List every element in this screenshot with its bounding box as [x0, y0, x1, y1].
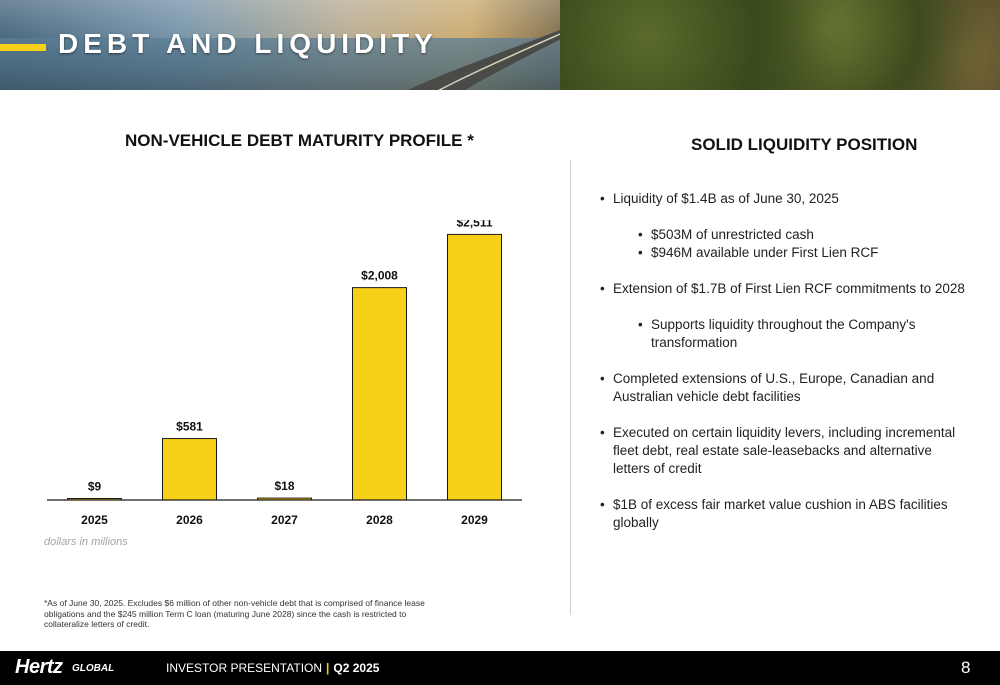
banner-trees [560, 0, 1000, 90]
liquidity-bullet-list: Liquidity of $1.4B as of June 30, 2025 $5… [600, 190, 970, 532]
x-tick-2028: 2028 [366, 513, 393, 527]
footer-bar: Hertz GLOBAL INVESTOR PRESENTATION | Q2 20… [0, 651, 1000, 685]
data-label-2027: $18 [274, 479, 294, 493]
banner-road [407, 30, 575, 90]
header-banner: DEBT AND LIQUIDITY [0, 0, 1000, 90]
x-tick-2025: 2025 [81, 513, 108, 527]
presentation-label: INVESTOR PRESENTATION [166, 661, 323, 675]
x-tick-2029: 2029 [461, 513, 488, 527]
liquidity-title: SOLID LIQUIDITY POSITION [691, 135, 918, 154]
bar-2028 [352, 287, 407, 501]
bar-2029 [447, 233, 502, 501]
units-note: dollars in millions [44, 536, 128, 548]
page-number: 8 [961, 658, 971, 677]
hertz-logo: Hertz [15, 656, 63, 678]
data-label-2025: $9 [88, 480, 102, 494]
x-tick-2027: 2027 [271, 513, 298, 527]
sub-bullet-item: $946M available under First Lien RCF [638, 244, 970, 262]
bar-2026 [162, 438, 217, 501]
x-tick-2026: 2026 [176, 513, 203, 527]
hertz-logo-suffix: GLOBAL [72, 663, 115, 674]
bullet-item: Completed extensions of U.S., Europe, Ca… [600, 370, 970, 406]
bullet-item: $1B of excess fair market value cushion … [600, 496, 970, 532]
data-label-2026: $581 [176, 420, 203, 434]
footer-separator: | [326, 661, 330, 675]
chart-title: NON-VEHICLE DEBT MATURITY PROFILE * [125, 131, 474, 150]
data-label-2029: $2,511 [456, 220, 492, 229]
data-label-2028: $2,008 [361, 269, 398, 283]
quarter-label: Q2 2025 [333, 661, 380, 675]
page-title: DEBT AND LIQUIDITY [58, 28, 438, 59]
debt-maturity-chart: $9 2025 $581 2026 $18 2027 $2,008 2028 $2,511 202… [47, 220, 522, 527]
footer-title: INVESTOR PRESENTATION | Q2 2025 [166, 661, 379, 675]
section-divider [570, 160, 571, 615]
bullet-item: Liquidity of $1.4B as of June 30, 2025 [600, 190, 970, 208]
sub-bullet-item: Supports liquidity throughout the Compan… [638, 316, 970, 352]
title-accent-bar [0, 44, 46, 51]
footnote: *As of June 30, 2025. Excludes $6 millio… [44, 598, 425, 629]
sub-bullet-item: $503M of unrestricted cash [638, 226, 970, 244]
bullet-item: Executed on certain liquidity levers, in… [600, 424, 970, 478]
bullet-item: Extension of $1.7B of First Lien RCF com… [600, 280, 970, 298]
